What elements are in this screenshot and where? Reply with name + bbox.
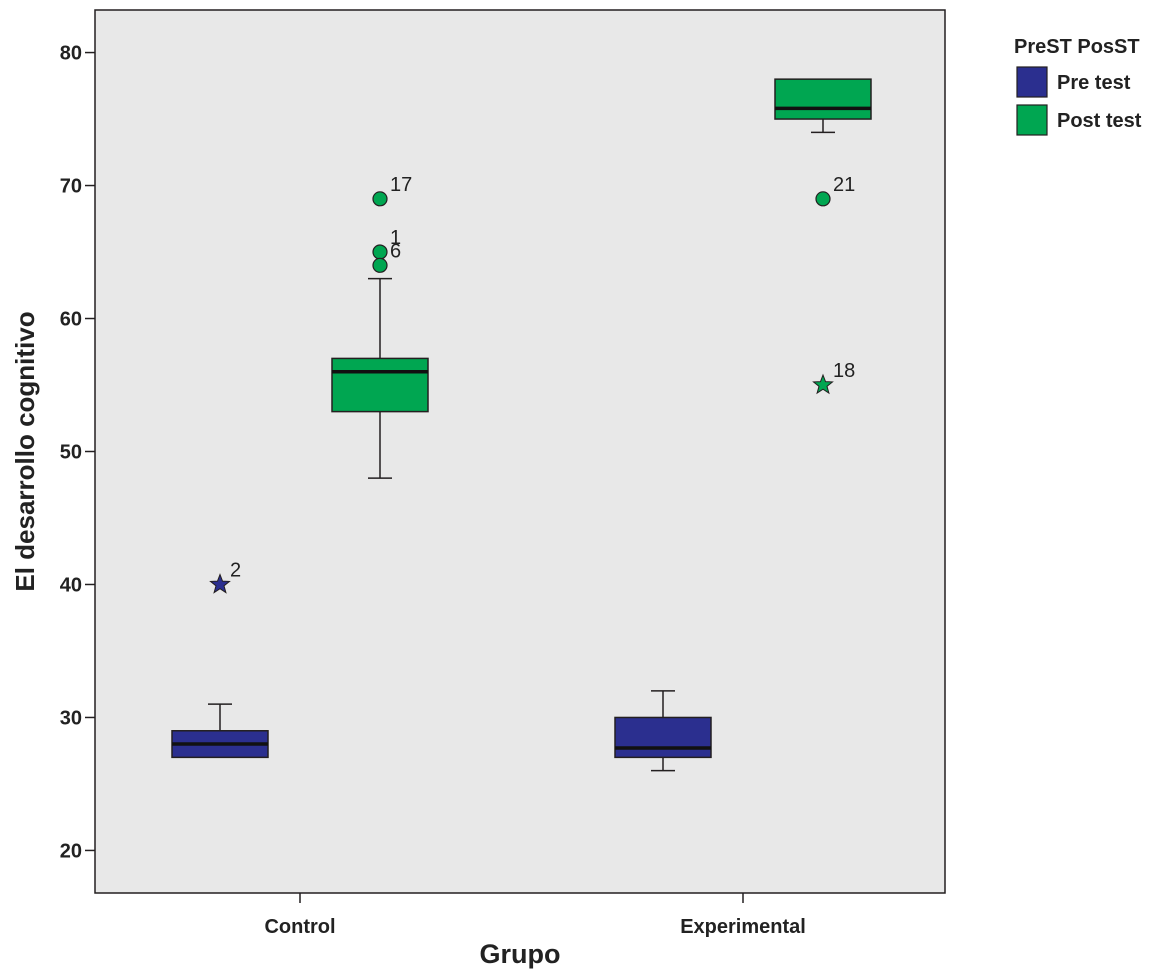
legend-swatch [1016, 104, 1048, 136]
box-iqr [774, 78, 872, 120]
legend: PreST PosST Pre test Post test [1014, 36, 1142, 136]
outlier-label: 1 [390, 227, 401, 249]
box-pre-test-control: 2 [171, 559, 269, 759]
box-post-test-experimental: 21 18 [774, 78, 872, 395]
legend-item-label: Pre test [1057, 72, 1131, 94]
y-axis-title: El desarrollo cognitivo [10, 311, 40, 591]
y-tick-label: 80 [60, 43, 82, 65]
outlier-label: 18 [833, 360, 855, 382]
outlier-circle [372, 191, 388, 207]
y-axis: 20 30 40 50 60 70 80 [60, 43, 95, 862]
outlier-star [209, 573, 231, 594]
box-iqr [614, 716, 712, 759]
y-tick-label: 70 [60, 176, 82, 198]
y-tick-label: 20 [60, 840, 82, 862]
x-tick-label: Control [264, 916, 335, 938]
outlier-label: 21 [833, 174, 855, 196]
legend-item-label: Post test [1057, 110, 1142, 132]
x-axis-title: Grupo [480, 939, 561, 969]
outlier-circle [372, 244, 388, 260]
y-tick-label: 60 [60, 309, 82, 331]
y-tick-label: 30 [60, 707, 82, 729]
outlier-label: 6 [390, 240, 401, 262]
outlier-circle [815, 191, 831, 207]
x-axis: Control Experimental [264, 893, 806, 938]
box-iqr [331, 357, 429, 413]
x-tick-label: Experimental [680, 916, 806, 938]
legend-title: PreST PosST [1014, 36, 1140, 58]
box-pre-test-experimental [614, 690, 712, 772]
legend-swatch [1016, 66, 1048, 98]
y-tick-label: 50 [60, 442, 82, 464]
outlier-circle [372, 257, 388, 273]
outlier-label: 2 [230, 559, 241, 581]
outlier-star [812, 373, 834, 395]
outlier-label: 17 [390, 174, 412, 196]
plot-area [94, 9, 946, 894]
y-tick-label: 40 [60, 574, 82, 596]
